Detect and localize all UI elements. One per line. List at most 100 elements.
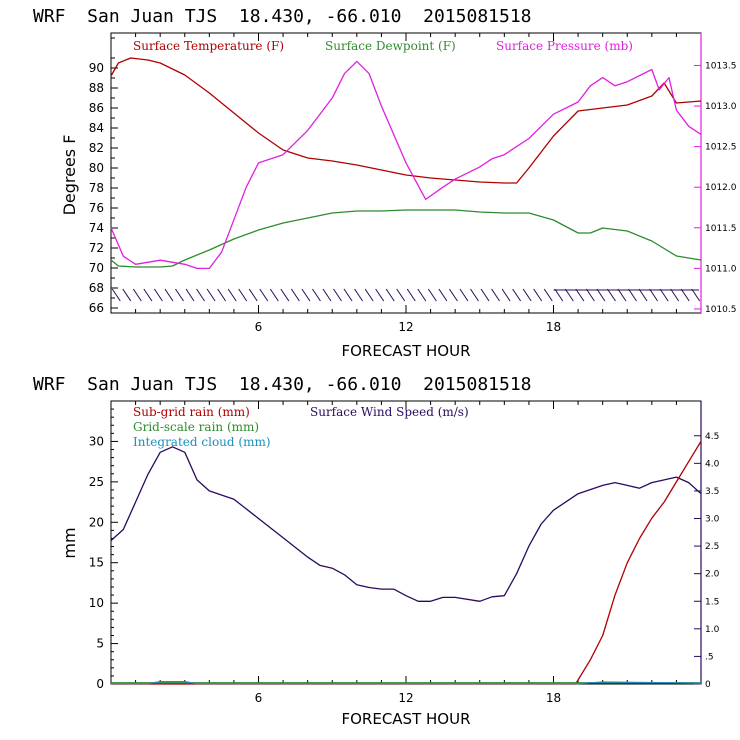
y2-tick-label: 2.0: [705, 570, 720, 580]
y2-tick-label: 1011.5: [705, 224, 737, 234]
y2-tick-label: 1013.5: [705, 61, 737, 71]
y-tick-label: 25: [89, 475, 104, 489]
y-tick-label: 5: [96, 637, 104, 651]
wind-barb: [459, 288, 469, 302]
y2-tick-label: 1013.0: [705, 102, 737, 112]
top-panel-title: WRF San Juan TJS 18.430, -66.010 2015081…: [33, 6, 532, 27]
legend-subgrid-rain: Sub-grid rain (mm): [133, 405, 250, 419]
series-line-pressure: [110, 60, 702, 270]
y2-tick-label: 3.0: [705, 515, 720, 525]
x-tick-label: 12: [398, 320, 413, 334]
bottom-y-axis-label: mm: [60, 527, 79, 558]
top-x-axis-label: FORECAST HOUR: [341, 342, 470, 360]
wind-barb: [364, 288, 374, 302]
wind-barb: [206, 288, 216, 302]
wind-barb: [596, 288, 606, 302]
wind-barb: [396, 288, 406, 302]
wind-barb: [385, 288, 395, 302]
y2-tick-label: 0: [705, 680, 711, 690]
y-tick-label: 68: [89, 281, 104, 295]
top-y-tick-labels: 66 68 70 72 74 76 78 80 82 84 86 88 90: [89, 61, 104, 315]
bottom-x-axis-label: FORECAST HOUR: [341, 710, 470, 728]
y-tick-label: 70: [89, 261, 104, 275]
y2-tick-label: 2.5: [705, 542, 719, 552]
y-tick-label: 84: [89, 121, 104, 135]
wind-barb: [217, 288, 227, 302]
wind-barb: [617, 288, 627, 302]
y-tick-label: 90: [89, 61, 104, 75]
y-tick-label: 76: [89, 201, 104, 215]
y-tick-label: 80: [89, 161, 104, 175]
wind-barb: [649, 288, 659, 302]
wind-barb: [470, 288, 479, 302]
bottom-x-tick-labels: 6 12 18: [255, 691, 561, 705]
top-y2-tick-labels: 1010.5 1011.0 1011.5 1012.0 1012.5 1013.0 1013…: [705, 61, 737, 314]
y2-tick-label: .5: [705, 652, 714, 662]
y2-tick-label: 1012.5: [705, 143, 737, 153]
wind-barb: [175, 288, 184, 302]
y2-tick-label: 1011.0: [705, 264, 737, 274]
wind-barb: [691, 288, 701, 302]
x-tick-label: 6: [255, 691, 263, 705]
wind-barb: [417, 288, 427, 302]
wind-barb: [491, 288, 500, 302]
wind-barb: [585, 288, 595, 302]
wind-barb: [290, 288, 300, 302]
x-tick-label: 18: [546, 320, 561, 334]
wind-barb: [164, 288, 174, 302]
wind-barb: [238, 288, 248, 302]
wind-barb: [670, 288, 680, 302]
wind-barb: [659, 288, 669, 302]
wind-barb: [448, 288, 458, 302]
wind-barb: [153, 288, 163, 302]
wind-barb: [248, 288, 258, 302]
x-tick-label: 6: [255, 320, 263, 334]
y2-tick-label: 1.5: [705, 597, 719, 607]
y2-tick-label: 3.5: [705, 487, 719, 497]
y-tick-label: 0: [96, 677, 104, 691]
y2-tick-label: 1010.5: [705, 305, 737, 315]
wind-barb: [406, 288, 416, 302]
wind-barb: [554, 288, 564, 302]
series-line-subgrid-rain: [111, 441, 702, 685]
wind-barb: [533, 288, 543, 302]
y2-tick-label: 4.5: [705, 432, 719, 442]
legend-surface-pressure: Surface Pressure (mb): [496, 39, 633, 53]
y2-tick-label: 1.0: [705, 625, 720, 635]
bottom-panel-title: WRF San Juan TJS 18.430, -66.010 2015081…: [33, 374, 532, 395]
wind-barb: [427, 288, 437, 302]
series-line-temperature: [110, 57, 702, 184]
precipitation-panel: WRF San Juan TJS 18.430, -66.010 2015081…: [33, 374, 720, 728]
y-tick-label: 20: [89, 515, 104, 529]
series-line-dewpoint: [110, 209, 702, 268]
y-tick-label: 30: [89, 434, 104, 448]
wind-barb: [280, 288, 290, 302]
wind-barb: [322, 288, 332, 302]
wind-barb: [480, 288, 490, 302]
wind-barb: [269, 288, 279, 302]
top-series-group: [110, 57, 702, 270]
legend-gridscale-rain: Grid-scale rain (mm): [133, 420, 259, 434]
wind-barb: [438, 288, 448, 302]
y-tick-label: 10: [89, 596, 104, 610]
wind-barb: [196, 288, 205, 302]
wind-barbs: [111, 288, 701, 302]
top-tick-group: [111, 33, 701, 313]
x-tick-label: 12: [398, 691, 413, 705]
wind-barb: [301, 288, 311, 302]
y-tick-label: 88: [89, 81, 104, 95]
wind-barb: [575, 288, 585, 302]
wind-barb: [312, 288, 321, 302]
legend-integrated-cloud: Integrated cloud (mm): [133, 435, 271, 449]
wind-barb: [227, 288, 237, 302]
y-tick-label: 72: [89, 241, 104, 255]
y-tick-label: 74: [89, 221, 104, 235]
wind-barb: [259, 288, 269, 302]
y-tick-label: 78: [89, 181, 104, 195]
wind-barb: [607, 288, 616, 302]
bottom-series-group: [110, 441, 702, 685]
wind-barb: [501, 288, 511, 302]
legend-surface-temperature: Surface Temperature (F): [133, 39, 284, 53]
y-tick-label: 66: [89, 301, 104, 315]
